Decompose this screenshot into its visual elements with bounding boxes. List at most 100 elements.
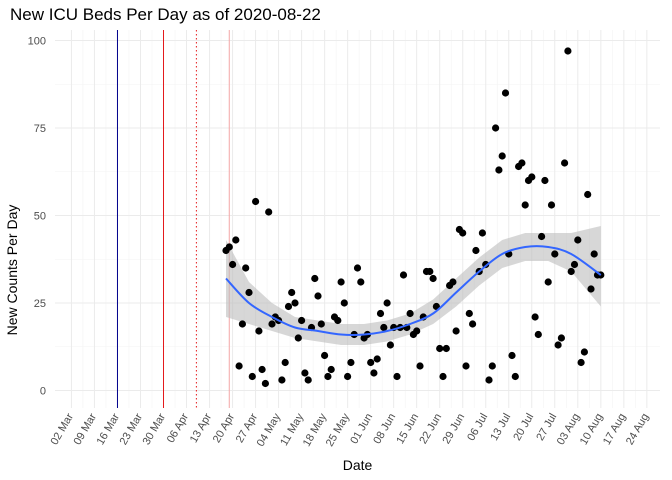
x-tick-label: 06 Jul [465,412,490,443]
data-point [337,278,345,286]
data-point [488,362,496,370]
data-point [465,309,473,318]
data-point [252,197,260,206]
data-point [587,285,595,293]
data-point [370,369,378,377]
data-point [521,201,529,209]
data-point [511,372,519,381]
smooth-trend-line [225,245,602,336]
data-point [584,190,592,199]
y-tick-label: 25 [34,298,46,310]
x-tick-label: 29 Jun [440,412,467,447]
data-point [353,264,362,272]
data-point [393,372,401,381]
x-tick-label: 20 Jul [511,412,536,443]
data-point [255,327,263,335]
data-point [439,372,447,381]
data-point [577,358,585,367]
data-point [314,292,322,300]
data-point [376,309,385,318]
data-point [324,372,332,381]
x-tick-label: 13 Jul [488,412,513,443]
data-point [547,201,556,209]
data-point [245,288,253,297]
data-point [416,362,424,370]
data-point [235,362,243,370]
data-point [399,271,408,279]
data-point [564,47,572,55]
data-point [281,358,289,367]
data-point [492,124,500,132]
data-point [442,344,450,353]
data-point [367,358,375,367]
data-point [248,372,256,381]
data-point [278,376,286,384]
data-point [357,278,365,286]
data-point [501,89,510,97]
data-point [386,341,394,349]
data-point [291,299,299,307]
data-point [347,358,355,367]
x-tick-label: 06 Apr [165,411,191,445]
data-point [436,344,444,353]
data-point [380,323,388,332]
x-tick-label: 30 Mar [141,411,169,447]
data-point [531,313,539,321]
data-point [567,267,575,276]
data-point [590,250,598,258]
x-axis-title: Date [342,457,373,473]
data-point [557,334,566,342]
data-point [317,320,325,328]
data-point [321,351,329,360]
data-point [284,302,293,311]
data-point [238,320,246,328]
data-point [344,372,352,381]
data-point [373,355,381,363]
data-point [554,341,562,349]
y-tick-label: 75 [34,123,46,135]
data-point [541,176,549,185]
data-point [383,299,391,307]
data-point [304,376,312,384]
data-point [469,320,477,328]
data-point [534,330,542,339]
data-point [472,246,480,255]
data-point [258,365,266,374]
data-point [311,274,319,283]
data-point [340,299,348,307]
data-point [518,159,526,167]
data-point [528,173,536,181]
x-tick-label: 24 Aug [624,412,652,448]
y-tick-label: 50 [34,211,46,223]
data-point [551,250,559,258]
data-point [538,232,546,241]
data-point [459,229,467,237]
data-point [452,327,460,335]
data-point [449,278,457,286]
data-point [298,316,306,325]
data-point [413,327,421,335]
data-point [574,236,582,244]
y-tick-label: 0 [40,386,46,398]
data-point [261,379,269,388]
x-tick-label: 25 May [324,411,353,449]
data-point [462,362,470,370]
data-point [232,236,240,244]
data-point [570,260,579,269]
data-point [229,260,237,269]
data-point [478,229,486,237]
data-point [288,288,296,297]
data-point [580,348,589,356]
data-point [429,274,437,283]
data-point [334,316,342,325]
data-point [327,365,335,374]
data-point [294,334,302,342]
data-point [544,278,552,286]
data-point [225,243,233,251]
data-point [406,309,414,318]
confidence-band [226,226,601,345]
data-point [426,267,434,276]
chart-title: New ICU Beds Per Day as of 2020-08-22 [10,5,321,24]
